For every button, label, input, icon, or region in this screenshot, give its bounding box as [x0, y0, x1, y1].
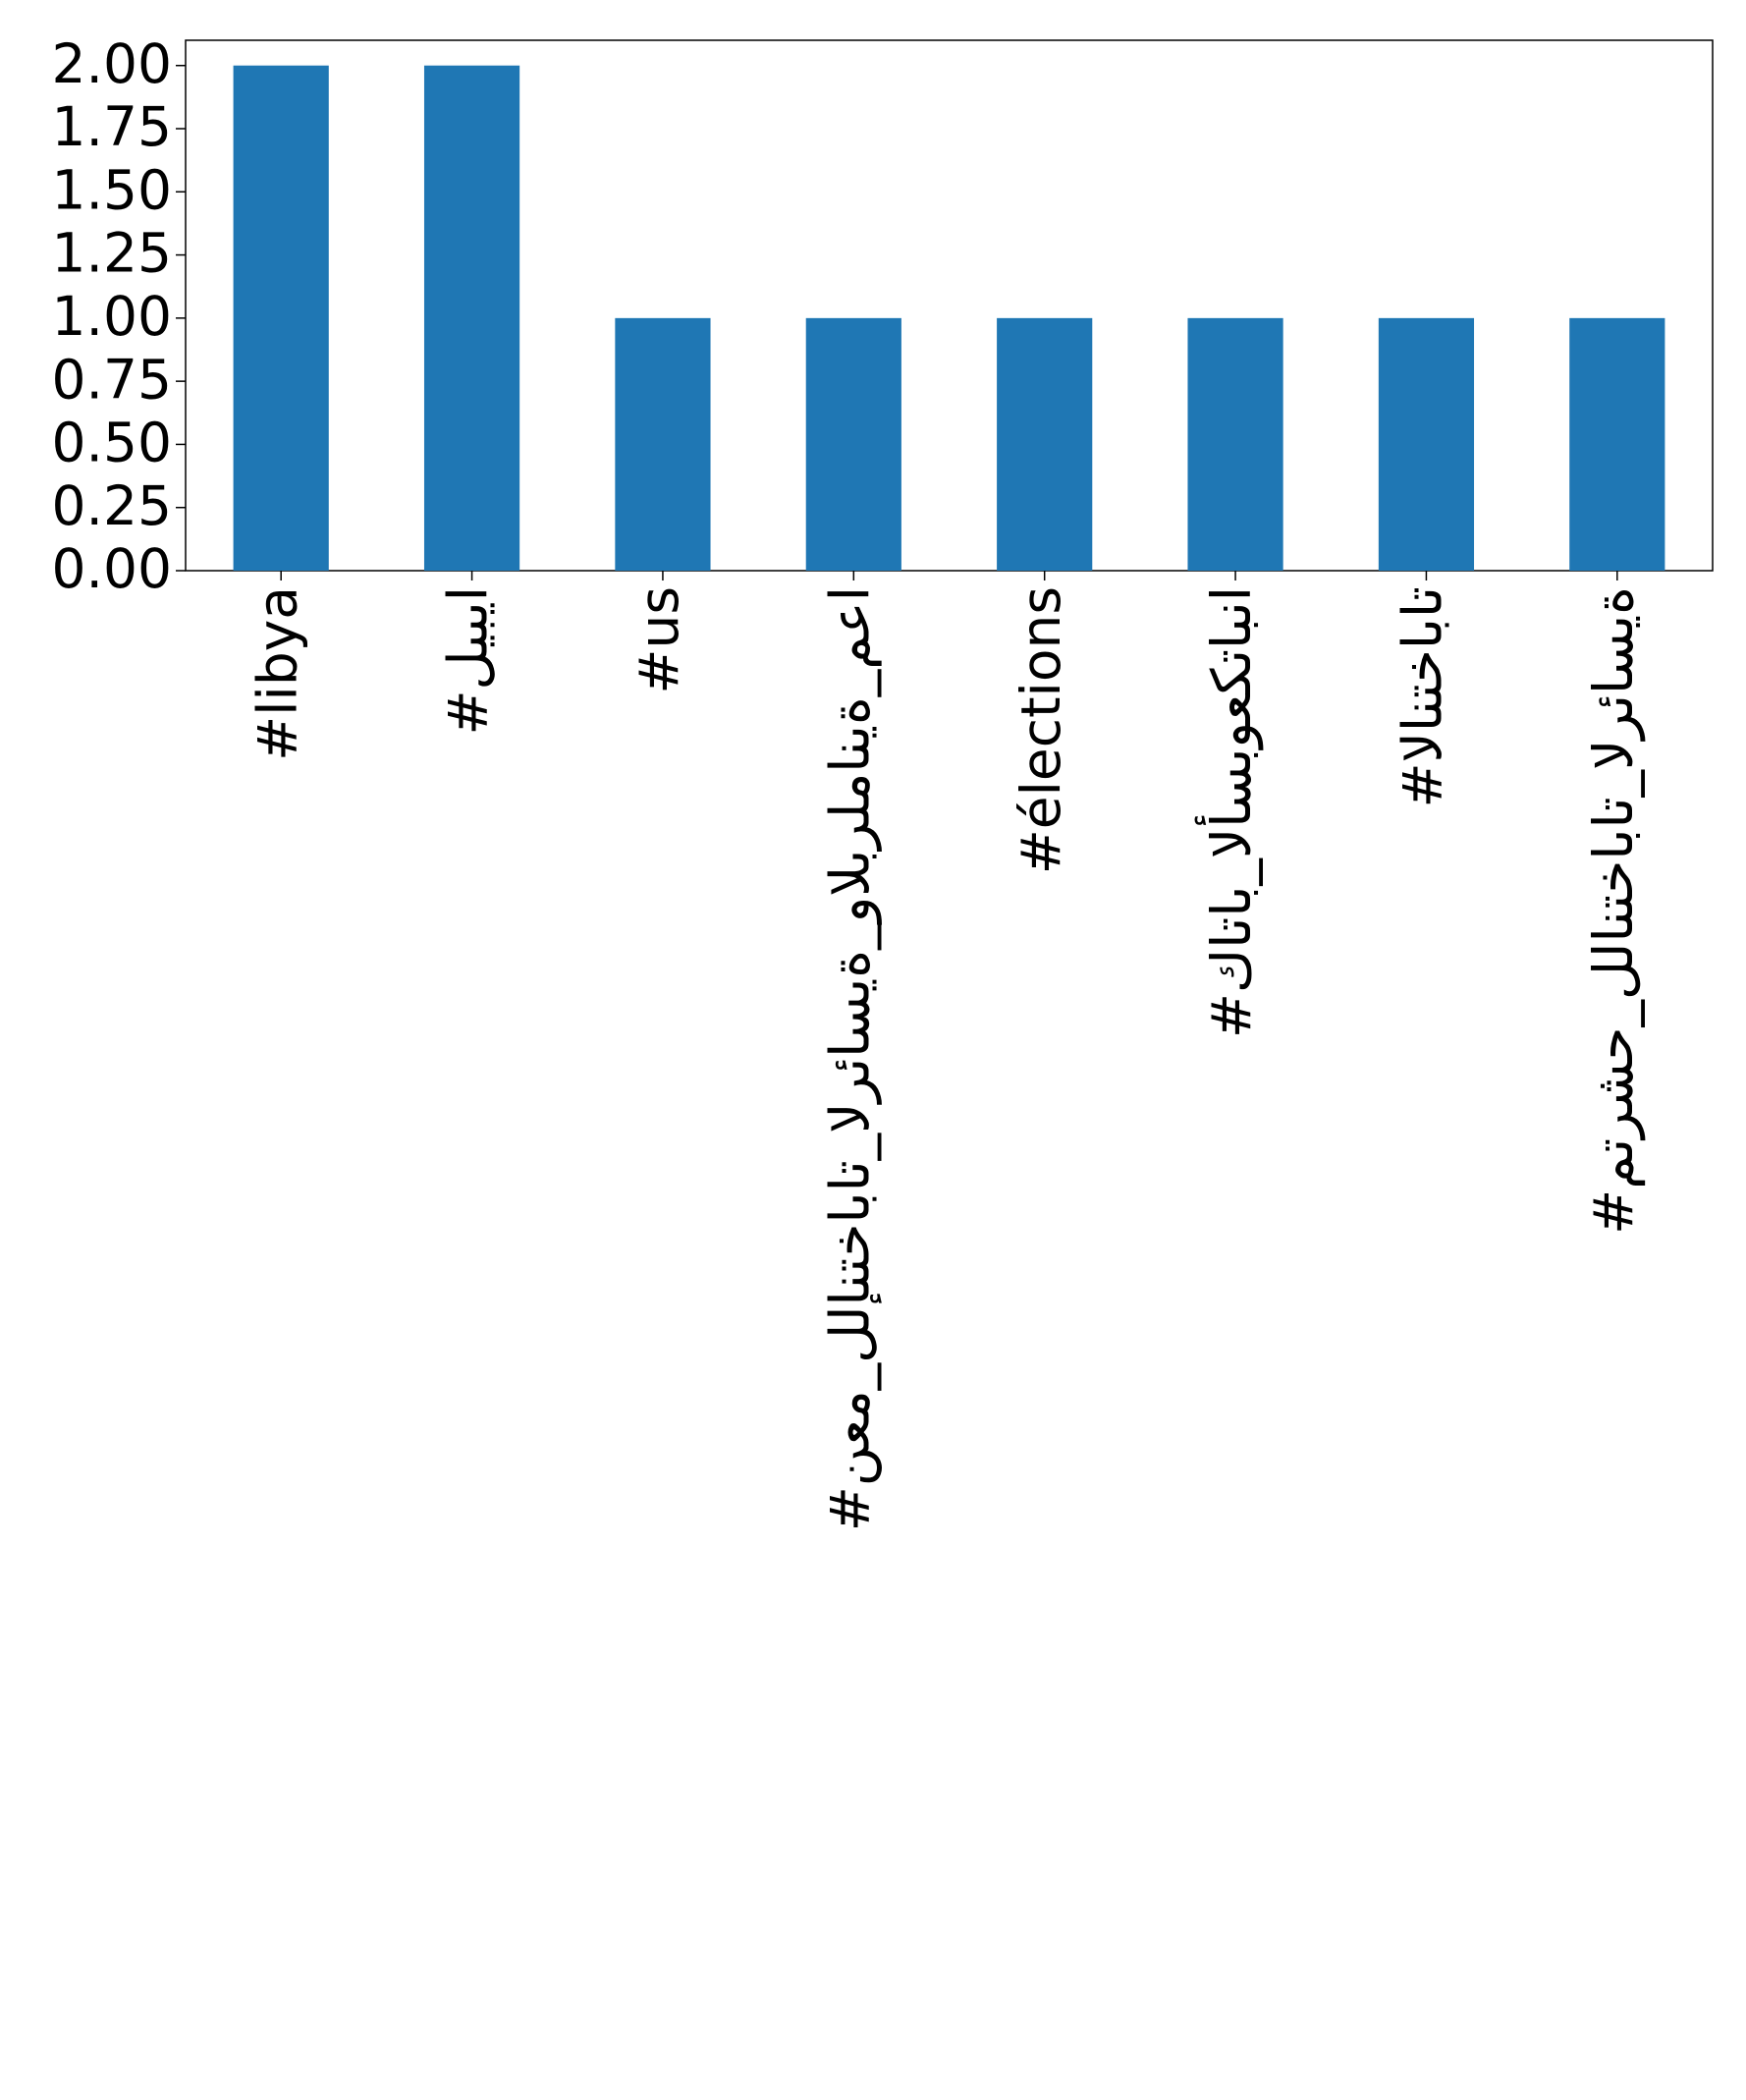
bar [997, 317, 1093, 571]
bar [1187, 317, 1283, 571]
x-tick-label: #libya [246, 586, 308, 761]
bar [1569, 317, 1665, 571]
y-tick-label: 0.75 [52, 348, 172, 411]
x-tick-label: #مترشح_للانتخابات_الرئاسية [1582, 586, 1645, 1235]
y-tick-label: 1.25 [52, 222, 172, 285]
plot-frame [185, 39, 1714, 572]
bar [805, 317, 901, 571]
y-tick-label: 1.00 [52, 285, 172, 348]
x-tick-label: #الانتخابات [1391, 586, 1454, 808]
bar [423, 65, 520, 571]
bar [233, 65, 329, 571]
x-tick-label: #ليبيا [437, 586, 500, 736]
y-tick-label: 0.25 [52, 474, 172, 537]
y-tick-label: 1.75 [52, 95, 172, 158]
x-tick-label: #كاتاب_الأسبوعكتابنا [1194, 586, 1263, 1038]
y-tick-label: 2.00 [52, 32, 172, 95]
x-tick-label: #us [627, 586, 690, 694]
bar [1378, 317, 1475, 571]
bar [615, 317, 711, 571]
y-tick-label: 1.50 [52, 158, 172, 221]
y-tick-label: 0.50 [52, 412, 172, 474]
x-tick-label: #élections [1009, 586, 1072, 874]
x-tick-label: #نعم_للإنتخابات_الرئاسية_والبرلمانية_معا [818, 586, 882, 1531]
y-tick-label: 0.00 [52, 537, 172, 600]
